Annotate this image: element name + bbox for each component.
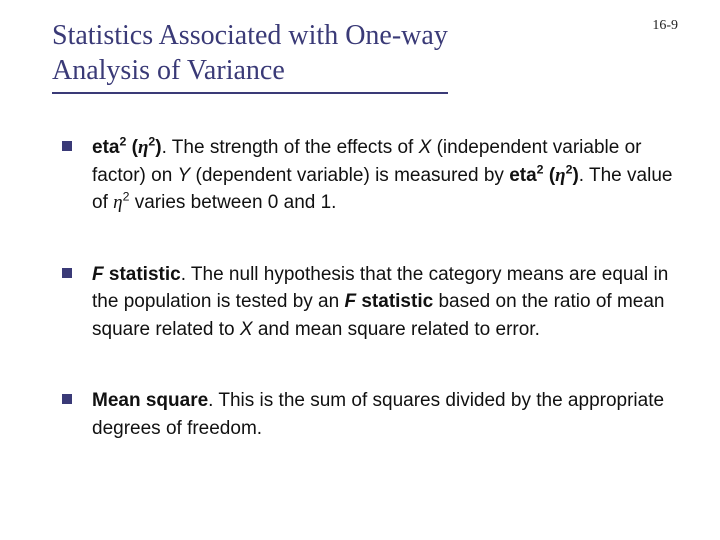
title-line-1: Statistics Associated with One-way — [52, 18, 448, 53]
term-f-statistic-rest-repeat: statistic — [356, 291, 433, 312]
var-x: X — [419, 137, 432, 158]
slide: 16-9 Statistics Associated with One-way … — [0, 0, 720, 540]
symbol-eta: η — [113, 192, 122, 213]
term-f-statistic: F — [92, 264, 104, 285]
bullet-square-icon — [62, 394, 72, 404]
title-block: Statistics Associated with One-way Analy… — [52, 18, 678, 94]
body-text: and mean square related to error. — [253, 319, 540, 340]
term-mean-square: Mean square — [92, 390, 208, 411]
list-item: Mean square. This is the sum of squares … — [62, 387, 678, 442]
term-f-statistic-repeat: F — [344, 291, 356, 312]
body-text: (dependent variable) is measured by — [190, 165, 509, 186]
var-y: Y — [178, 165, 191, 186]
page-number: 16-9 — [652, 18, 678, 34]
bullet-list: eta2 (η2). The strength of the effects o… — [52, 134, 678, 442]
bullet-square-icon — [62, 141, 72, 151]
term-eta2: eta2 (η2) — [92, 137, 162, 158]
bullet-square-icon — [62, 268, 72, 278]
term-f-statistic-rest: statistic — [104, 264, 181, 285]
list-item: eta2 (η2). The strength of the effects o… — [62, 134, 678, 217]
body-text: . The strength of the effects of — [162, 137, 419, 158]
body-text: varies between 0 and 1. — [129, 192, 336, 213]
term-eta2-repeat: eta2 (η2) — [509, 165, 579, 186]
list-item: F statistic. The null hypothesis that th… — [62, 261, 678, 344]
title-line-2: Analysis of Variance — [52, 53, 448, 88]
slide-title: Statistics Associated with One-way Analy… — [52, 18, 448, 94]
var-x: X — [240, 319, 253, 340]
